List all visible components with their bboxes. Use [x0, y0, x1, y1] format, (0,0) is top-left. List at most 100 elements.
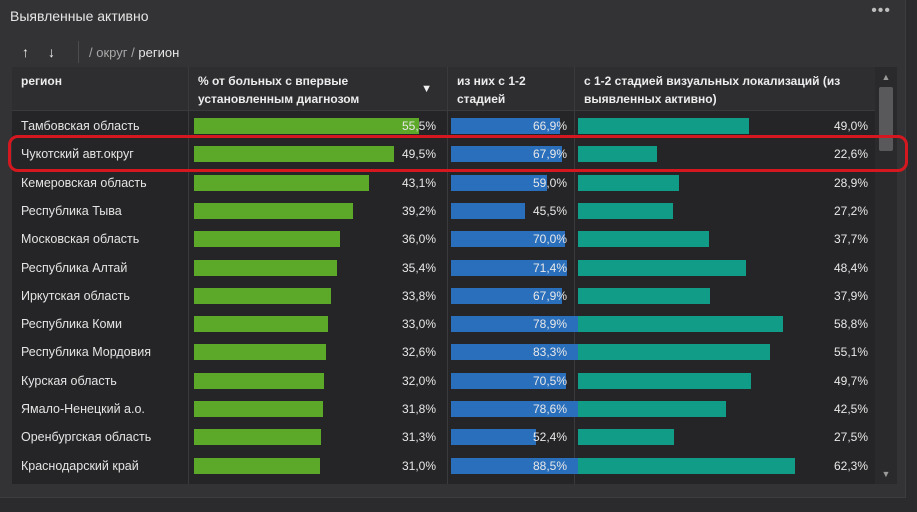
- value-visual: 37,7%: [833, 232, 868, 247]
- column-header-visual[interactable]: с 1-2 стадией визуальных локализаций (из…: [575, 67, 875, 111]
- bar-pct: [194, 401, 323, 417]
- cell-pct: 35,4%: [189, 254, 441, 282]
- value-stage: 52,4%: [532, 430, 567, 445]
- breadcrumb: / округ / регион: [89, 45, 179, 60]
- table-row[interactable]: Курская область 32,0% 70,5% 49,7%: [12, 367, 875, 395]
- value-pct: 32,6%: [401, 345, 436, 360]
- value-stage: 71,4%: [532, 260, 567, 275]
- breadcrumb-separator: /: [131, 44, 135, 60]
- table-row[interactable]: Кемеровская область 43,1% 59,0% 28,9%: [12, 169, 875, 197]
- breadcrumb-okrug[interactable]: округ: [96, 44, 128, 60]
- column-header-stage[interactable]: из них с 1-2 стадией: [448, 67, 573, 111]
- more-options-icon[interactable]: •••: [871, 2, 891, 19]
- value-stage: 59,0%: [532, 175, 567, 190]
- value-stage: 45,5%: [532, 203, 567, 218]
- table-row[interactable]: [12, 480, 875, 484]
- cell-pct: 49,5%: [189, 140, 441, 168]
- cell-visual: 49,7%: [575, 367, 873, 395]
- cell-region: Республика Мордовия: [21, 345, 151, 360]
- highlight-annotation: [8, 135, 908, 172]
- value-visual: 27,2%: [833, 203, 868, 218]
- sort-desc-icon[interactable]: ▼: [421, 83, 432, 95]
- cell-stage: 78,6%: [448, 395, 580, 423]
- cell-stage: 52,4%: [448, 423, 572, 451]
- table-row[interactable]: Тамбовская область 55,5% 66,9% 49,0%: [12, 112, 875, 140]
- widget-title: Выявленные активно: [10, 8, 149, 24]
- cell-visual: 62,3%: [575, 452, 873, 480]
- cell-stage: 59,0%: [448, 169, 572, 197]
- bar-stage: [451, 316, 580, 333]
- cell-visual: 27,5%: [575, 423, 873, 451]
- cell-visual: 49,0%: [575, 112, 873, 140]
- bar-stage: [451, 174, 548, 191]
- bar-pct: [194, 231, 340, 248]
- cell-region: Республика Тыва: [21, 203, 122, 218]
- cell-visual: 48,4%: [575, 254, 873, 282]
- value-pct: 33,8%: [401, 288, 436, 303]
- scroll-up-icon[interactable]: ▲: [881, 72, 891, 82]
- bar-pct: [194, 344, 327, 361]
- bar-pct: [194, 118, 419, 134]
- cell-visual: 58,8%: [575, 310, 873, 338]
- table-row[interactable]: Республика Алтай 35,4% 71,4% 48,4%: [12, 254, 875, 282]
- value-visual: 62,3%: [833, 458, 868, 473]
- value-visual: 22,6%: [833, 147, 868, 162]
- drill-down-button[interactable]: ↓: [48, 44, 55, 60]
- cell-pct: 33,0%: [189, 310, 441, 338]
- cell-visual: 28,9%: [575, 169, 873, 197]
- table-row[interactable]: Краснодарский край 31,0% 88,5% 62,3%: [12, 452, 875, 480]
- bar-visual: [578, 429, 674, 446]
- value-visual: 49,7%: [833, 373, 868, 388]
- cell-pct: 39,2%: [189, 197, 441, 225]
- drill-up-button[interactable]: ↑: [22, 44, 29, 60]
- bar-stage: [451, 118, 561, 134]
- table-row[interactable]: Ямало-Ненецкий а.о. 31,8% 78,6% 42,5%: [12, 395, 875, 423]
- bar-visual: [578, 344, 770, 361]
- cell-pct: 31,0%: [189, 452, 441, 480]
- column-header-pct[interactable]: % от больных с впервые установленным диа…: [189, 67, 442, 111]
- bar-visual: [578, 401, 726, 417]
- cell-pct: 32,6%: [189, 338, 441, 366]
- cell-visual: 42,5%: [575, 395, 873, 423]
- bar-visual: [578, 146, 657, 163]
- table-row[interactable]: Республика Коми 33,0% 78,9% 58,8%: [12, 310, 875, 338]
- value-stage: 78,9%: [532, 317, 567, 332]
- bar-visual: [578, 231, 710, 248]
- value-pct: 33,0%: [401, 317, 436, 332]
- bar-visual: [578, 174, 679, 191]
- cell-region: Московская область: [21, 232, 140, 247]
- bar-stage: [451, 344, 587, 361]
- table-row[interactable]: Чукотский авт.округ 49,5% 67,9% 22,6%: [12, 140, 875, 168]
- cell-region: Иркутская область: [21, 288, 130, 303]
- bar-visual: [578, 259, 747, 276]
- cell-pct: 31,8%: [189, 395, 441, 423]
- cell-pct: [189, 480, 441, 484]
- table-row[interactable]: Республика Мордовия 32,6% 83,3% 55,1%: [12, 338, 875, 366]
- cell-region: [12, 480, 188, 484]
- cell-region: Оренбургская область: [21, 430, 152, 445]
- table-row[interactable]: Оренбургская область 31,3% 52,4% 27,5%: [12, 423, 875, 451]
- cell-pct: 31,3%: [189, 423, 441, 451]
- cell-region: Тамбовская область: [21, 119, 140, 133]
- table-row[interactable]: Республика Тыва 39,2% 45,5% 27,2%: [12, 197, 875, 225]
- table-row[interactable]: Московская область 36,0% 70,0% 37,7%: [12, 225, 875, 253]
- column-divider: [574, 67, 575, 484]
- table-row[interactable]: Иркутская область 33,8% 67,9% 37,9%: [12, 282, 875, 310]
- cell-visual: [575, 480, 873, 484]
- scroll-down-icon[interactable]: ▼: [881, 469, 891, 479]
- value-visual: 49,0%: [833, 119, 868, 133]
- value-visual: 55,1%: [833, 345, 868, 360]
- column-header-region[interactable]: регион: [12, 67, 188, 111]
- value-visual: 28,9%: [833, 175, 868, 190]
- breadcrumb-separator: /: [89, 44, 93, 60]
- value-visual: 48,4%: [833, 260, 868, 275]
- cell-stage: 45,5%: [448, 197, 572, 225]
- column-header-label: из них с 1-2 стадией: [457, 74, 526, 106]
- cell-pct: 43,1%: [189, 169, 441, 197]
- breadcrumb-region: регион: [138, 44, 180, 60]
- cell-region: Чукотский авт.округ: [21, 147, 134, 162]
- vertical-scrollbar[interactable]: ▲ ▼: [875, 67, 897, 484]
- bar-pct: [194, 316, 328, 333]
- cell-pct: 32,0%: [189, 367, 441, 395]
- cell-stage: 78,9%: [448, 310, 580, 338]
